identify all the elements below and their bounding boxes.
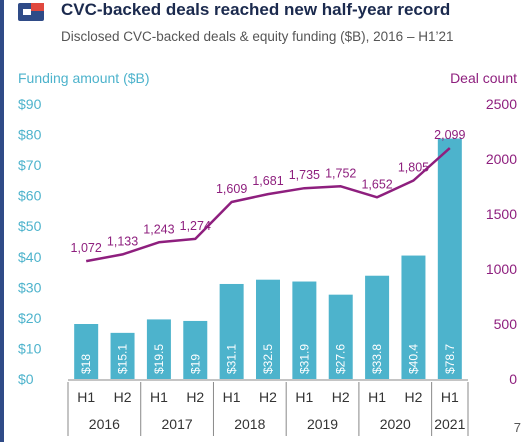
- page-number: 7: [513, 420, 521, 435]
- page-title: CVC-backed deals reached new half-year r…: [61, 0, 451, 19]
- x-half-label: H1: [150, 389, 168, 405]
- bar: [365, 275, 390, 379]
- left-accent-bar: [0, 0, 4, 442]
- deal-count-label: 1,072: [71, 241, 102, 255]
- deal-count-label: 1,681: [252, 174, 283, 188]
- y-right-axis-title: Deal count: [450, 70, 517, 86]
- x-year-label: 2019: [307, 416, 338, 432]
- deal-count-line: [85, 147, 451, 263]
- bar: [110, 332, 135, 379]
- page-subtitle: Disclosed CVC-backed deals & equity fund…: [61, 29, 454, 44]
- bar-value-label: $19: [188, 354, 202, 374]
- y-left-tick-label: $90: [18, 96, 42, 112]
- bar-value-label: $32.5: [261, 344, 275, 374]
- bar: [183, 320, 208, 379]
- x-year-label: 2018: [234, 416, 265, 432]
- bar: [256, 279, 280, 379]
- bar: [74, 324, 99, 379]
- x-half-label: H1: [441, 389, 459, 405]
- x-half-label: H2: [405, 389, 423, 405]
- y-left-tick-label: $60: [18, 188, 42, 204]
- bar-value-label: $15.1: [116, 344, 130, 374]
- x-half-label: H2: [259, 389, 277, 405]
- x-half-label: H1: [295, 389, 313, 405]
- x-half-label: H1: [368, 389, 386, 405]
- bar: [437, 138, 462, 379]
- brand-logo-icon: [18, 3, 44, 21]
- y-left-tick-label: $30: [18, 279, 42, 295]
- bar-value-label: $31.9: [297, 344, 311, 374]
- bar: [328, 294, 353, 379]
- deal-count-label: 1,274: [180, 219, 211, 233]
- bar-value-label: $31.1: [225, 344, 239, 374]
- deal-count-label: 1,805: [398, 160, 429, 174]
- bar-value-label: $78.7: [443, 344, 457, 374]
- y-left-tick-label: $10: [18, 340, 42, 356]
- x-year-label: 2016: [89, 416, 120, 432]
- x-year-label: 2021: [434, 416, 465, 432]
- y-left-tick-label: $80: [18, 127, 42, 143]
- bar-value-label: $18: [79, 354, 93, 374]
- x-year-label: 2020: [380, 416, 411, 432]
- y-left-axis-title: Funding amount ($B): [18, 70, 150, 86]
- bar: [292, 281, 317, 379]
- bar: [146, 319, 171, 379]
- deal-count-label: 2,099: [434, 128, 465, 142]
- deal-count-label: 1,133: [107, 234, 138, 248]
- deal-count-label: 1,652: [361, 177, 392, 191]
- x-half-label: H1: [77, 389, 95, 405]
- bar: [401, 255, 426, 379]
- y-left-tick-label: $50: [18, 218, 42, 234]
- y-right-tick-label: 0: [509, 371, 517, 387]
- y-right-tick-label: 500: [494, 316, 518, 332]
- x-half-label: H2: [114, 389, 132, 405]
- y-right-tick-label: 1500: [486, 206, 517, 222]
- y-left-tick-label: $40: [18, 249, 42, 265]
- deal-count-label: 1,609: [216, 182, 247, 196]
- bar-value-label: $27.6: [334, 344, 348, 374]
- y-left-tick-label: $70: [18, 157, 42, 173]
- x-half-label: H2: [332, 389, 350, 405]
- bar-value-label: $40.4: [406, 344, 420, 374]
- deal-count-label: 1,243: [143, 222, 174, 236]
- y-right-tick-label: 2000: [486, 151, 517, 167]
- y-right-tick-label: 1000: [486, 261, 517, 277]
- bar-value-label: $33.8: [370, 344, 384, 374]
- y-right-tick-label: 2500: [486, 96, 517, 112]
- deal-count-label: 1,752: [325, 166, 356, 180]
- x-half-label: H1: [223, 389, 241, 405]
- bar-value-label: $19.5: [152, 344, 166, 374]
- y-left-tick-label: $20: [18, 310, 42, 326]
- x-year-label: 2017: [162, 416, 193, 432]
- x-half-label: H2: [186, 389, 204, 405]
- deal-count-label: 1,735: [289, 168, 320, 182]
- bar: [219, 283, 244, 379]
- y-left-tick-label: $0: [18, 371, 34, 387]
